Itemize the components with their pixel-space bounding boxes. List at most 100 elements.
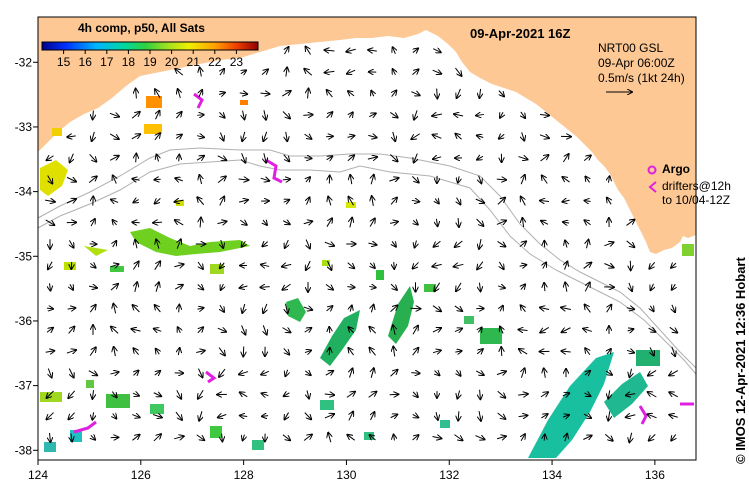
current-arrow — [111, 200, 119, 203]
current-arrow — [521, 111, 525, 118]
current-arrow — [518, 330, 528, 331]
current-arrow — [110, 284, 118, 291]
current-arrow — [262, 416, 269, 417]
current-arrow — [476, 114, 485, 115]
current-arrow — [178, 348, 179, 356]
current-arrow — [197, 115, 203, 116]
current-arrow — [369, 219, 375, 227]
sst-patch — [364, 432, 374, 440]
current-arrow — [454, 114, 464, 116]
current-arrow — [71, 433, 72, 442]
current-arrow — [243, 434, 245, 441]
current-arrow — [501, 347, 502, 356]
current-arrow — [496, 179, 506, 180]
current-arrow — [349, 412, 353, 421]
current-arrow — [325, 371, 333, 375]
current-arrow — [66, 350, 76, 353]
current-arrow — [283, 154, 289, 162]
current-arrow — [239, 93, 248, 94]
current-arrow — [133, 200, 138, 203]
current-arrow — [68, 390, 76, 398]
y-tick-label: -37 — [15, 379, 33, 393]
current-arrow — [648, 369, 657, 375]
current-arrow — [282, 111, 290, 118]
current-arrow — [433, 49, 440, 53]
current-arrow — [67, 308, 76, 309]
current-arrow — [109, 156, 119, 161]
current-arrow — [497, 412, 506, 419]
current-arrow — [413, 392, 418, 397]
current-arrow — [110, 372, 118, 374]
current-arrow — [284, 200, 290, 202]
sst-patch — [346, 202, 356, 208]
current-arrow — [392, 90, 397, 97]
colorbar-tick-label: 18 — [122, 55, 136, 69]
current-arrow — [371, 175, 374, 185]
current-arrow — [46, 390, 54, 398]
current-arrow — [476, 349, 483, 354]
y-tick-label: -32 — [15, 55, 33, 69]
current-arrow — [412, 435, 418, 440]
current-arrow — [303, 115, 312, 116]
current-arrow — [328, 260, 332, 270]
current-arrow — [132, 222, 140, 223]
current-arrow — [239, 220, 246, 225]
current-arrow — [561, 351, 571, 352]
current-arrow — [478, 327, 481, 332]
current-arrow — [242, 325, 246, 334]
current-arrow — [347, 435, 355, 441]
current-arrow — [308, 89, 309, 99]
current-arrow — [156, 111, 160, 120]
current-arrow — [48, 175, 53, 183]
current-arrow — [371, 305, 373, 313]
current-arrow — [306, 197, 309, 205]
colorbar-label: 4h comp, p50, All Sats — [78, 21, 205, 35]
current-arrow — [155, 198, 161, 203]
current-arrow — [432, 114, 442, 116]
current-arrow — [432, 350, 441, 352]
current-arrow — [475, 199, 484, 203]
current-arrow — [91, 435, 95, 439]
current-arrow — [89, 153, 97, 161]
current-arrow — [457, 88, 461, 98]
current-arrow — [346, 49, 356, 51]
current-arrow — [649, 261, 656, 268]
current-arrow — [479, 411, 481, 421]
sst-patch — [528, 352, 614, 458]
current-arrow — [477, 261, 484, 270]
current-arrow — [260, 93, 269, 94]
current-arrow — [584, 201, 591, 202]
current-arrow — [132, 262, 138, 270]
current-arrow — [368, 50, 377, 51]
current-arrow — [217, 328, 226, 332]
current-arrow — [238, 179, 249, 180]
current-arrow — [113, 175, 117, 184]
current-arrow — [394, 262, 395, 269]
current-arrow — [136, 89, 137, 99]
current-arrow — [390, 198, 397, 205]
current-arrow — [392, 241, 396, 246]
current-arrow — [626, 240, 635, 247]
current-arrow — [562, 177, 570, 183]
current-arrow — [113, 414, 117, 419]
current-arrow — [198, 261, 203, 269]
current-arrow — [496, 436, 506, 438]
current-arrow — [497, 390, 506, 397]
current-arrow — [284, 412, 288, 420]
current-arrow — [629, 368, 631, 377]
current-arrow — [239, 372, 249, 375]
current-arrow — [243, 110, 245, 120]
current-arrow — [672, 283, 676, 290]
current-arrow — [370, 435, 376, 440]
current-arrow — [220, 132, 223, 141]
x-tick-label: 126 — [131, 468, 151, 482]
current-arrow — [499, 261, 503, 269]
current-arrow — [133, 348, 139, 356]
sst-patch — [44, 442, 56, 452]
current-arrow — [541, 414, 547, 418]
drifter-marker-icon — [648, 181, 657, 193]
current-arrow — [457, 390, 459, 398]
current-arrow — [132, 415, 139, 418]
current-arrow — [285, 369, 287, 376]
current-arrow — [626, 308, 634, 310]
